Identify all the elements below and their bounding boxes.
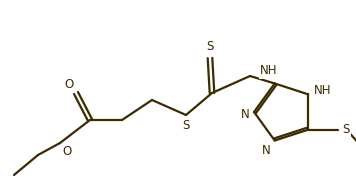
- Text: NH: NH: [260, 65, 277, 77]
- Text: O: O: [62, 145, 71, 158]
- Text: S: S: [206, 40, 214, 53]
- Text: S: S: [182, 119, 190, 132]
- Text: O: O: [65, 78, 74, 91]
- Text: N: N: [241, 109, 250, 121]
- Text: S: S: [342, 123, 350, 136]
- Text: NH: NH: [314, 84, 332, 97]
- Text: N: N: [262, 144, 271, 157]
